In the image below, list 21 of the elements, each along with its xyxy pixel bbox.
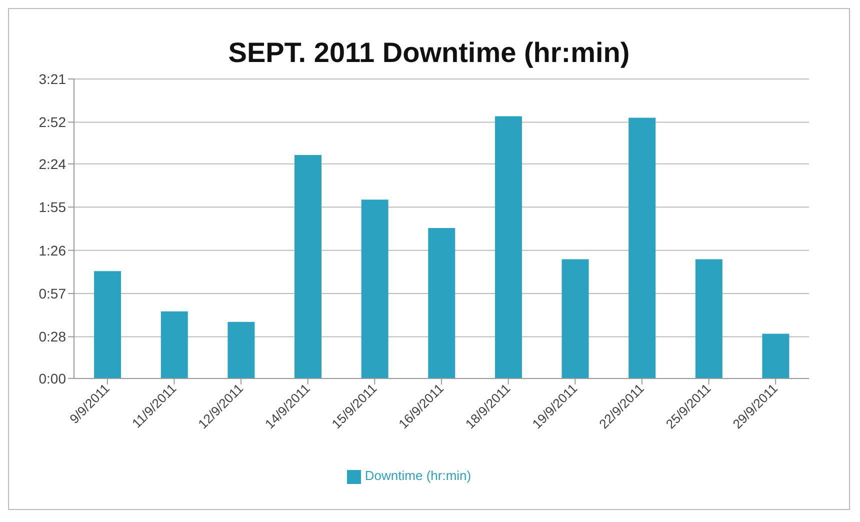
bar xyxy=(294,154,322,378)
y-tick-label: 0:28 xyxy=(38,328,66,345)
legend-label: Downtime (hr:min) xyxy=(364,468,472,484)
bar xyxy=(361,200,388,378)
bar xyxy=(494,116,522,378)
y-tick-label: 0:00 xyxy=(38,370,66,386)
y-tick-label: 0:57 xyxy=(38,285,66,302)
bar xyxy=(428,228,456,378)
bar xyxy=(160,311,188,378)
y-tick-label: 3:21 xyxy=(38,70,66,87)
y-tick-label: 1:55 xyxy=(38,199,66,216)
y-tick-label: 2:24 xyxy=(38,156,66,172)
bar xyxy=(228,322,255,378)
bar xyxy=(628,118,656,378)
y-tick-label: 1:26 xyxy=(38,242,66,258)
bar xyxy=(94,271,122,378)
chart-title: SEPT. 2011 Downtime (hr:min) xyxy=(227,37,631,69)
bar xyxy=(695,259,722,378)
bar xyxy=(562,259,589,378)
bar xyxy=(762,334,790,378)
y-tick-label: 2:52 xyxy=(38,114,66,130)
